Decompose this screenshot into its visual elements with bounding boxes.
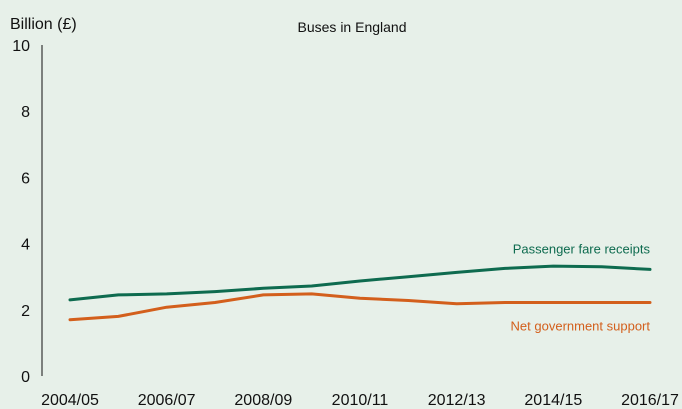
x-tick-label: 2016/17 xyxy=(621,392,679,409)
x-tick-label: 2006/07 xyxy=(138,392,196,409)
x-tick-label: 2010/11 xyxy=(332,392,389,409)
x-tick-label: 2014/15 xyxy=(524,392,582,409)
y-tick-label: 0 xyxy=(21,369,30,386)
x-tick-label: 2004/05 xyxy=(41,392,99,409)
passenger-fare-receipts-label: Passenger fare receipts xyxy=(513,241,651,256)
net-government-support-label: Net government support xyxy=(511,319,651,334)
passenger-fare-receipts-line xyxy=(70,266,650,300)
x-tick-label: 2012/13 xyxy=(428,392,486,409)
y-tick-label: 6 xyxy=(21,170,30,187)
y-tick-label: 8 xyxy=(21,104,30,121)
y-tick-label: 2 xyxy=(21,303,30,320)
y-tick-label: 10 xyxy=(12,38,30,55)
y-tick-label: 4 xyxy=(21,237,30,254)
chart-title: Buses in England xyxy=(298,19,407,35)
net-government-support-line xyxy=(70,294,650,320)
x-tick-label: 2008/09 xyxy=(234,392,292,409)
y-axis-label: Billion (£) xyxy=(10,16,77,33)
